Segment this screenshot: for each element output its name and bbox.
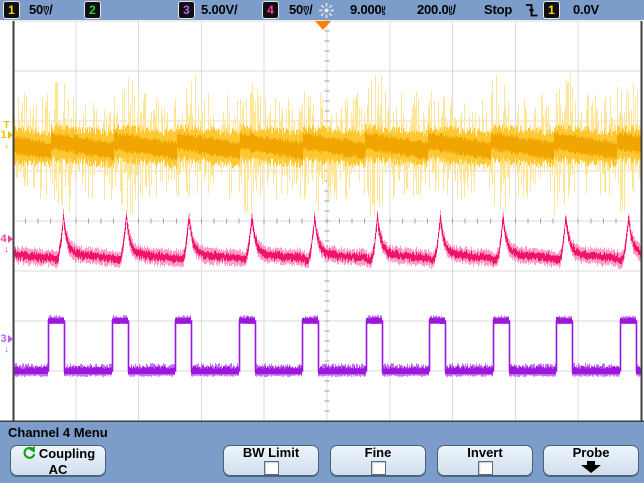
graticule-and-traces xyxy=(0,20,644,422)
channel-3-scale: 5.00V/ xyxy=(201,2,238,17)
status-bar: 1 50 m V/ 2 3 5.00V/ 4 50 m V/ 9.000 µ s 200.0… xyxy=(0,0,644,21)
down-arrow-icon: ↓ xyxy=(4,344,9,355)
run-state: Stop xyxy=(484,2,513,17)
channel-2-badge: 2 xyxy=(84,1,101,19)
down-arrow-icon xyxy=(580,460,602,476)
fine-checkbox[interactable] xyxy=(370,461,386,475)
channel-1-badge: 1 xyxy=(3,1,20,19)
trigger-level-marker: T xyxy=(3,120,10,131)
invert-checkbox[interactable] xyxy=(477,461,493,475)
falling-edge-trigger-icon xyxy=(524,2,539,20)
channel-4-scale: 50 m V / xyxy=(289,2,313,17)
trigger-source-badge: 1 xyxy=(543,1,560,19)
channel-3-badge: 3 xyxy=(178,1,195,19)
channel-4-badge: 4 xyxy=(262,1,279,19)
marker-arrow-icon xyxy=(7,335,13,343)
down-arrow-icon: ↓ xyxy=(4,140,9,151)
timebase-readout: 200.0 µ s / xyxy=(417,2,456,17)
waveform-display: T 1 ↓ 4 ↓ 3 ↓ xyxy=(0,20,644,422)
trigger-position-marker xyxy=(315,21,331,30)
bw-limit-checkbox[interactable] xyxy=(263,461,279,475)
trigger-level-readout: 0.0V xyxy=(573,2,599,17)
channel-4-ground-marker: 4 ↓ xyxy=(0,234,13,255)
menu-title: Channel 4 Menu xyxy=(8,425,108,440)
coupling-value: AC xyxy=(48,461,68,477)
softkey-fine[interactable]: Fine xyxy=(330,445,426,476)
down-arrow-icon: ↓ xyxy=(4,244,9,255)
channel-3-ground-marker: 3 ↓ xyxy=(0,334,13,355)
softkey-coupling[interactable]: Coupling AC xyxy=(10,445,106,476)
softkey-bw-limit[interactable]: BW Limit xyxy=(223,445,319,476)
channel-1-scale: 50 m V / xyxy=(29,2,53,17)
softkey-menu: Channel 4 Menu Coupling AC BW Limit Fine xyxy=(0,422,644,483)
channel-1-ground-marker: T 1 ↓ xyxy=(0,120,13,151)
softkey-invert[interactable]: Invert xyxy=(437,445,533,476)
marker-arrow-icon xyxy=(7,235,13,243)
marker-arrow-icon xyxy=(7,131,13,139)
intensity-sun-icon xyxy=(318,2,335,20)
softkey-probe[interactable]: Probe xyxy=(543,445,639,476)
delay-readout: 9.000 µ s xyxy=(350,2,386,17)
cycle-arrow-icon xyxy=(21,445,36,463)
